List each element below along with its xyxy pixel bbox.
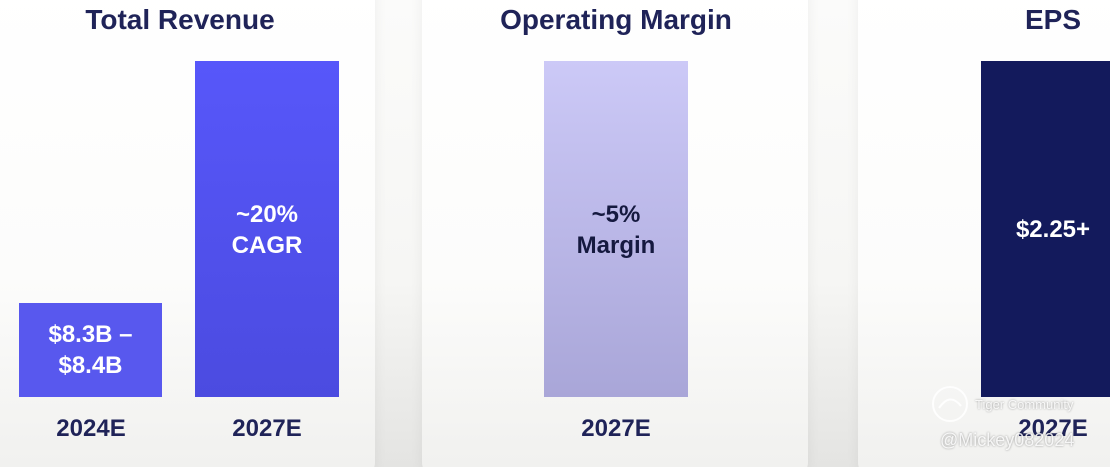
bar-label: $8.3B – xyxy=(48,321,133,348)
category-label: 2027E xyxy=(581,415,651,442)
watermark-logo xyxy=(932,386,968,422)
panel-title: Total Revenue xyxy=(85,4,275,35)
bar-label: $2.25+ xyxy=(1015,216,1091,243)
watermark-brand: Tiger Community xyxy=(975,397,1074,412)
watermark-handle: @Mickey082024 xyxy=(940,430,1075,450)
category-label: 2024E xyxy=(56,415,126,442)
panel-title: Operating Margin xyxy=(500,4,732,35)
category-label: 2027E xyxy=(232,415,302,442)
panel-title: EPS xyxy=(1024,4,1082,35)
bar-label: $8.4B xyxy=(58,352,123,379)
category-label: 2027E xyxy=(1018,415,1088,442)
bar: ~20% CAGR xyxy=(195,61,339,397)
bar-label: Margin xyxy=(576,232,656,259)
bar: $2.25+ xyxy=(981,61,1110,397)
bar: ~5% Margin xyxy=(544,61,688,397)
bar-label: CAGR xyxy=(231,232,303,259)
bar: $8.3B – $8.4B xyxy=(19,303,162,397)
bar-label: ~5% xyxy=(591,201,641,228)
bar-label: ~20% xyxy=(235,201,299,228)
